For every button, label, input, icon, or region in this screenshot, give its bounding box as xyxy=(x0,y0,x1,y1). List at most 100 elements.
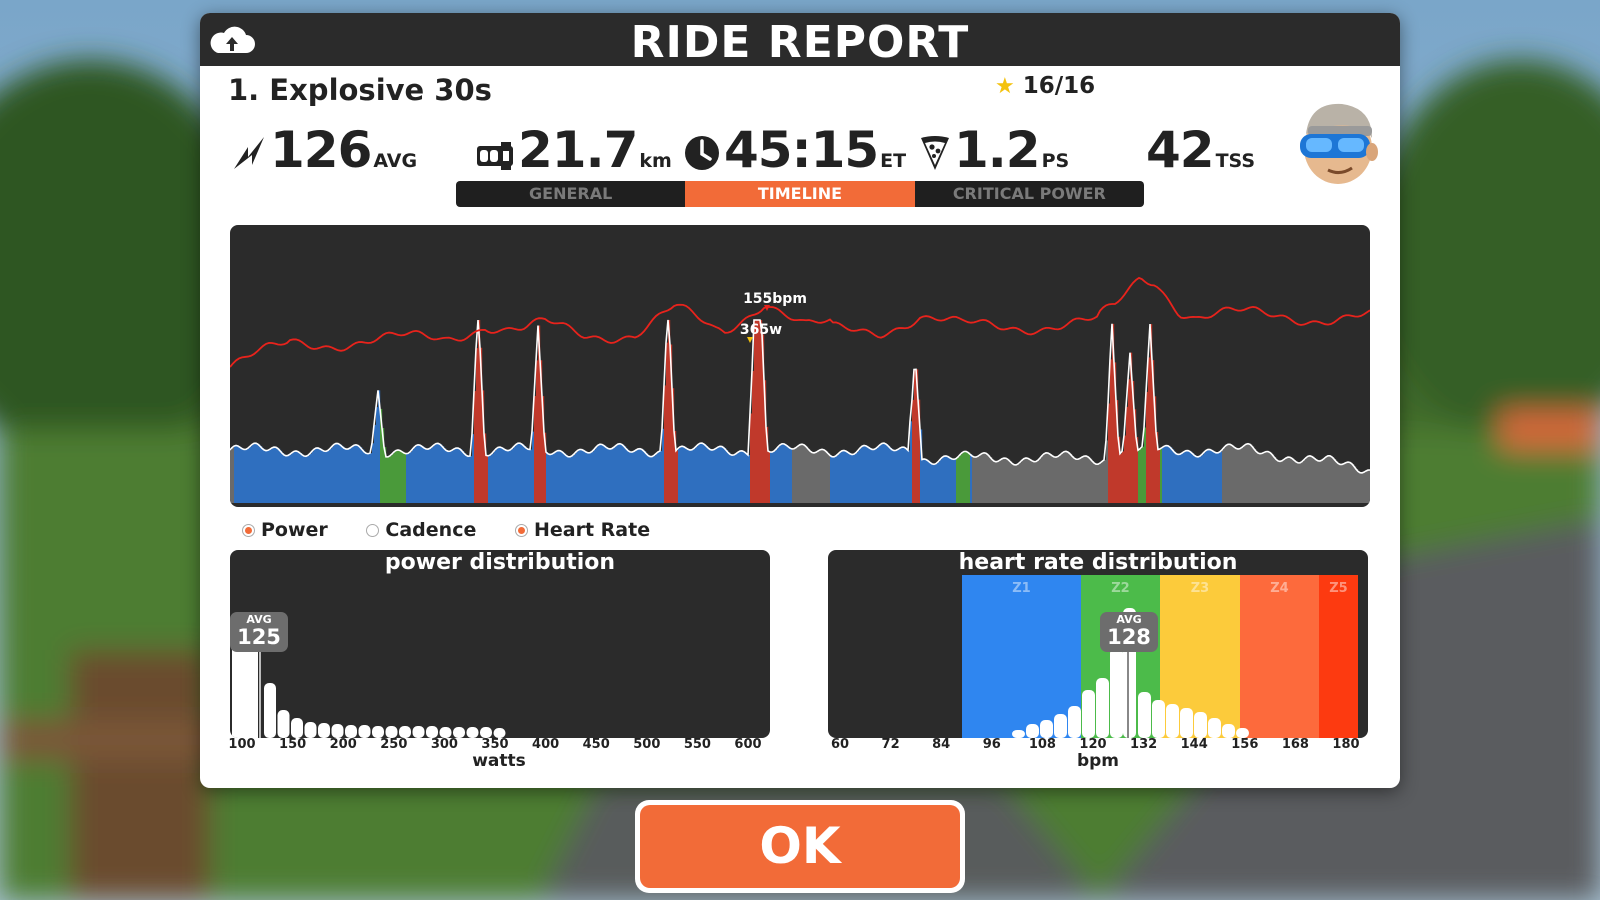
tab-general[interactable]: GENERAL xyxy=(529,184,613,203)
power-bar xyxy=(982,453,985,503)
hist-bar xyxy=(1180,708,1193,738)
power-line xyxy=(230,319,1370,474)
power-bar xyxy=(696,446,699,503)
power-bar xyxy=(566,455,569,503)
power-bar xyxy=(532,431,535,503)
power-bar xyxy=(582,449,585,503)
power-bar xyxy=(486,455,489,503)
upload-cloud-button[interactable] xyxy=(206,25,256,55)
power-bar xyxy=(574,453,577,503)
power-bar xyxy=(768,450,771,503)
power-bar xyxy=(728,452,731,503)
hist-bar xyxy=(1194,712,1207,738)
power-bar xyxy=(234,446,237,503)
power-bar xyxy=(1222,449,1225,503)
hist-bar xyxy=(304,722,317,738)
power-bar xyxy=(872,449,875,503)
power-bar xyxy=(976,457,979,503)
power-avg-badge: AVG 125 xyxy=(230,612,288,652)
power-bar xyxy=(580,449,583,503)
power-bar xyxy=(1100,463,1103,503)
power-bar xyxy=(232,447,235,503)
legend-power-toggle[interactable]: Power xyxy=(242,519,328,541)
power-bar xyxy=(1126,406,1129,503)
power-bar xyxy=(1146,391,1149,503)
power-bar xyxy=(742,450,745,503)
power-bar xyxy=(632,452,635,503)
power-bar xyxy=(812,452,815,503)
power-bar xyxy=(1080,458,1083,503)
power-bar xyxy=(548,453,551,503)
power-bar xyxy=(562,451,565,503)
power-bar xyxy=(1294,460,1297,503)
power-bar xyxy=(594,449,597,503)
power-bar xyxy=(1352,463,1355,503)
tab-critical-power[interactable]: CRITICAL POWER xyxy=(952,184,1106,203)
power-bar xyxy=(712,450,715,503)
stat-unit: TSS xyxy=(1215,150,1256,172)
power-bar xyxy=(260,446,263,503)
power-bar xyxy=(1308,456,1311,503)
ok-button[interactable]: OK xyxy=(635,800,965,893)
power-bar xyxy=(902,447,905,503)
power-bar xyxy=(330,448,333,503)
power-bar xyxy=(846,451,849,503)
legend-cadence-toggle[interactable]: Cadence xyxy=(366,519,476,541)
page-title: RIDE REPORT xyxy=(630,17,970,68)
power-bar xyxy=(528,449,531,503)
power-bar xyxy=(398,449,401,503)
power-bar xyxy=(618,444,621,503)
power-bar xyxy=(1010,461,1013,503)
legend-heart-rate-toggle[interactable]: Heart Rate xyxy=(514,519,650,541)
power-bar xyxy=(1304,459,1307,503)
power-bar xyxy=(732,455,735,503)
power-bar xyxy=(780,444,783,503)
power-bar xyxy=(816,452,819,503)
power-bar xyxy=(1140,448,1143,503)
power-bar xyxy=(1000,460,1003,503)
power-bar xyxy=(1166,445,1169,503)
power-bar xyxy=(716,448,719,503)
power-bar xyxy=(956,458,959,503)
power-bar xyxy=(1230,444,1233,503)
power-bar xyxy=(646,453,649,503)
power-bar xyxy=(922,459,925,503)
power-bar xyxy=(550,454,553,503)
hist-bar xyxy=(1152,700,1165,738)
power-bar xyxy=(1264,452,1267,503)
power-bar xyxy=(924,458,927,503)
power-bar xyxy=(472,434,475,503)
power-bar xyxy=(634,451,637,503)
axis-tick: 120 xyxy=(1079,737,1107,752)
axis-tick: 150 xyxy=(279,737,307,752)
power-bar xyxy=(792,448,795,503)
power-bar xyxy=(658,451,661,503)
axis-tick: 180 xyxy=(1332,737,1360,752)
power-bar xyxy=(870,448,873,503)
power-bar xyxy=(1322,460,1325,503)
stat-avg-power: 126 AVG xyxy=(232,121,417,181)
power-bar xyxy=(1114,362,1117,503)
peak-hr-label: 155bpm xyxy=(743,291,807,307)
hist-bar xyxy=(439,727,452,738)
avg-badge-value: 125 xyxy=(237,625,281,649)
power-bar xyxy=(680,446,683,503)
axis-tick: 132 xyxy=(1130,737,1158,752)
power-bar xyxy=(1148,357,1151,503)
power-bar xyxy=(1118,436,1121,503)
power-bar xyxy=(1060,454,1063,503)
power-bar xyxy=(436,443,439,503)
axis-tick: 450 xyxy=(582,737,610,752)
power-bar xyxy=(1040,458,1043,503)
power-bar xyxy=(986,453,989,503)
heart-rate-line xyxy=(230,276,1370,368)
power-bar xyxy=(1200,456,1203,503)
power-bar xyxy=(746,453,749,503)
power-bar xyxy=(930,462,933,503)
power-bar xyxy=(890,447,893,503)
power-bar xyxy=(394,451,397,503)
power-bar xyxy=(1184,451,1187,503)
power-bar xyxy=(642,449,645,503)
power-bar xyxy=(446,450,449,503)
tab-timeline[interactable]: TIMELINE xyxy=(685,181,915,207)
